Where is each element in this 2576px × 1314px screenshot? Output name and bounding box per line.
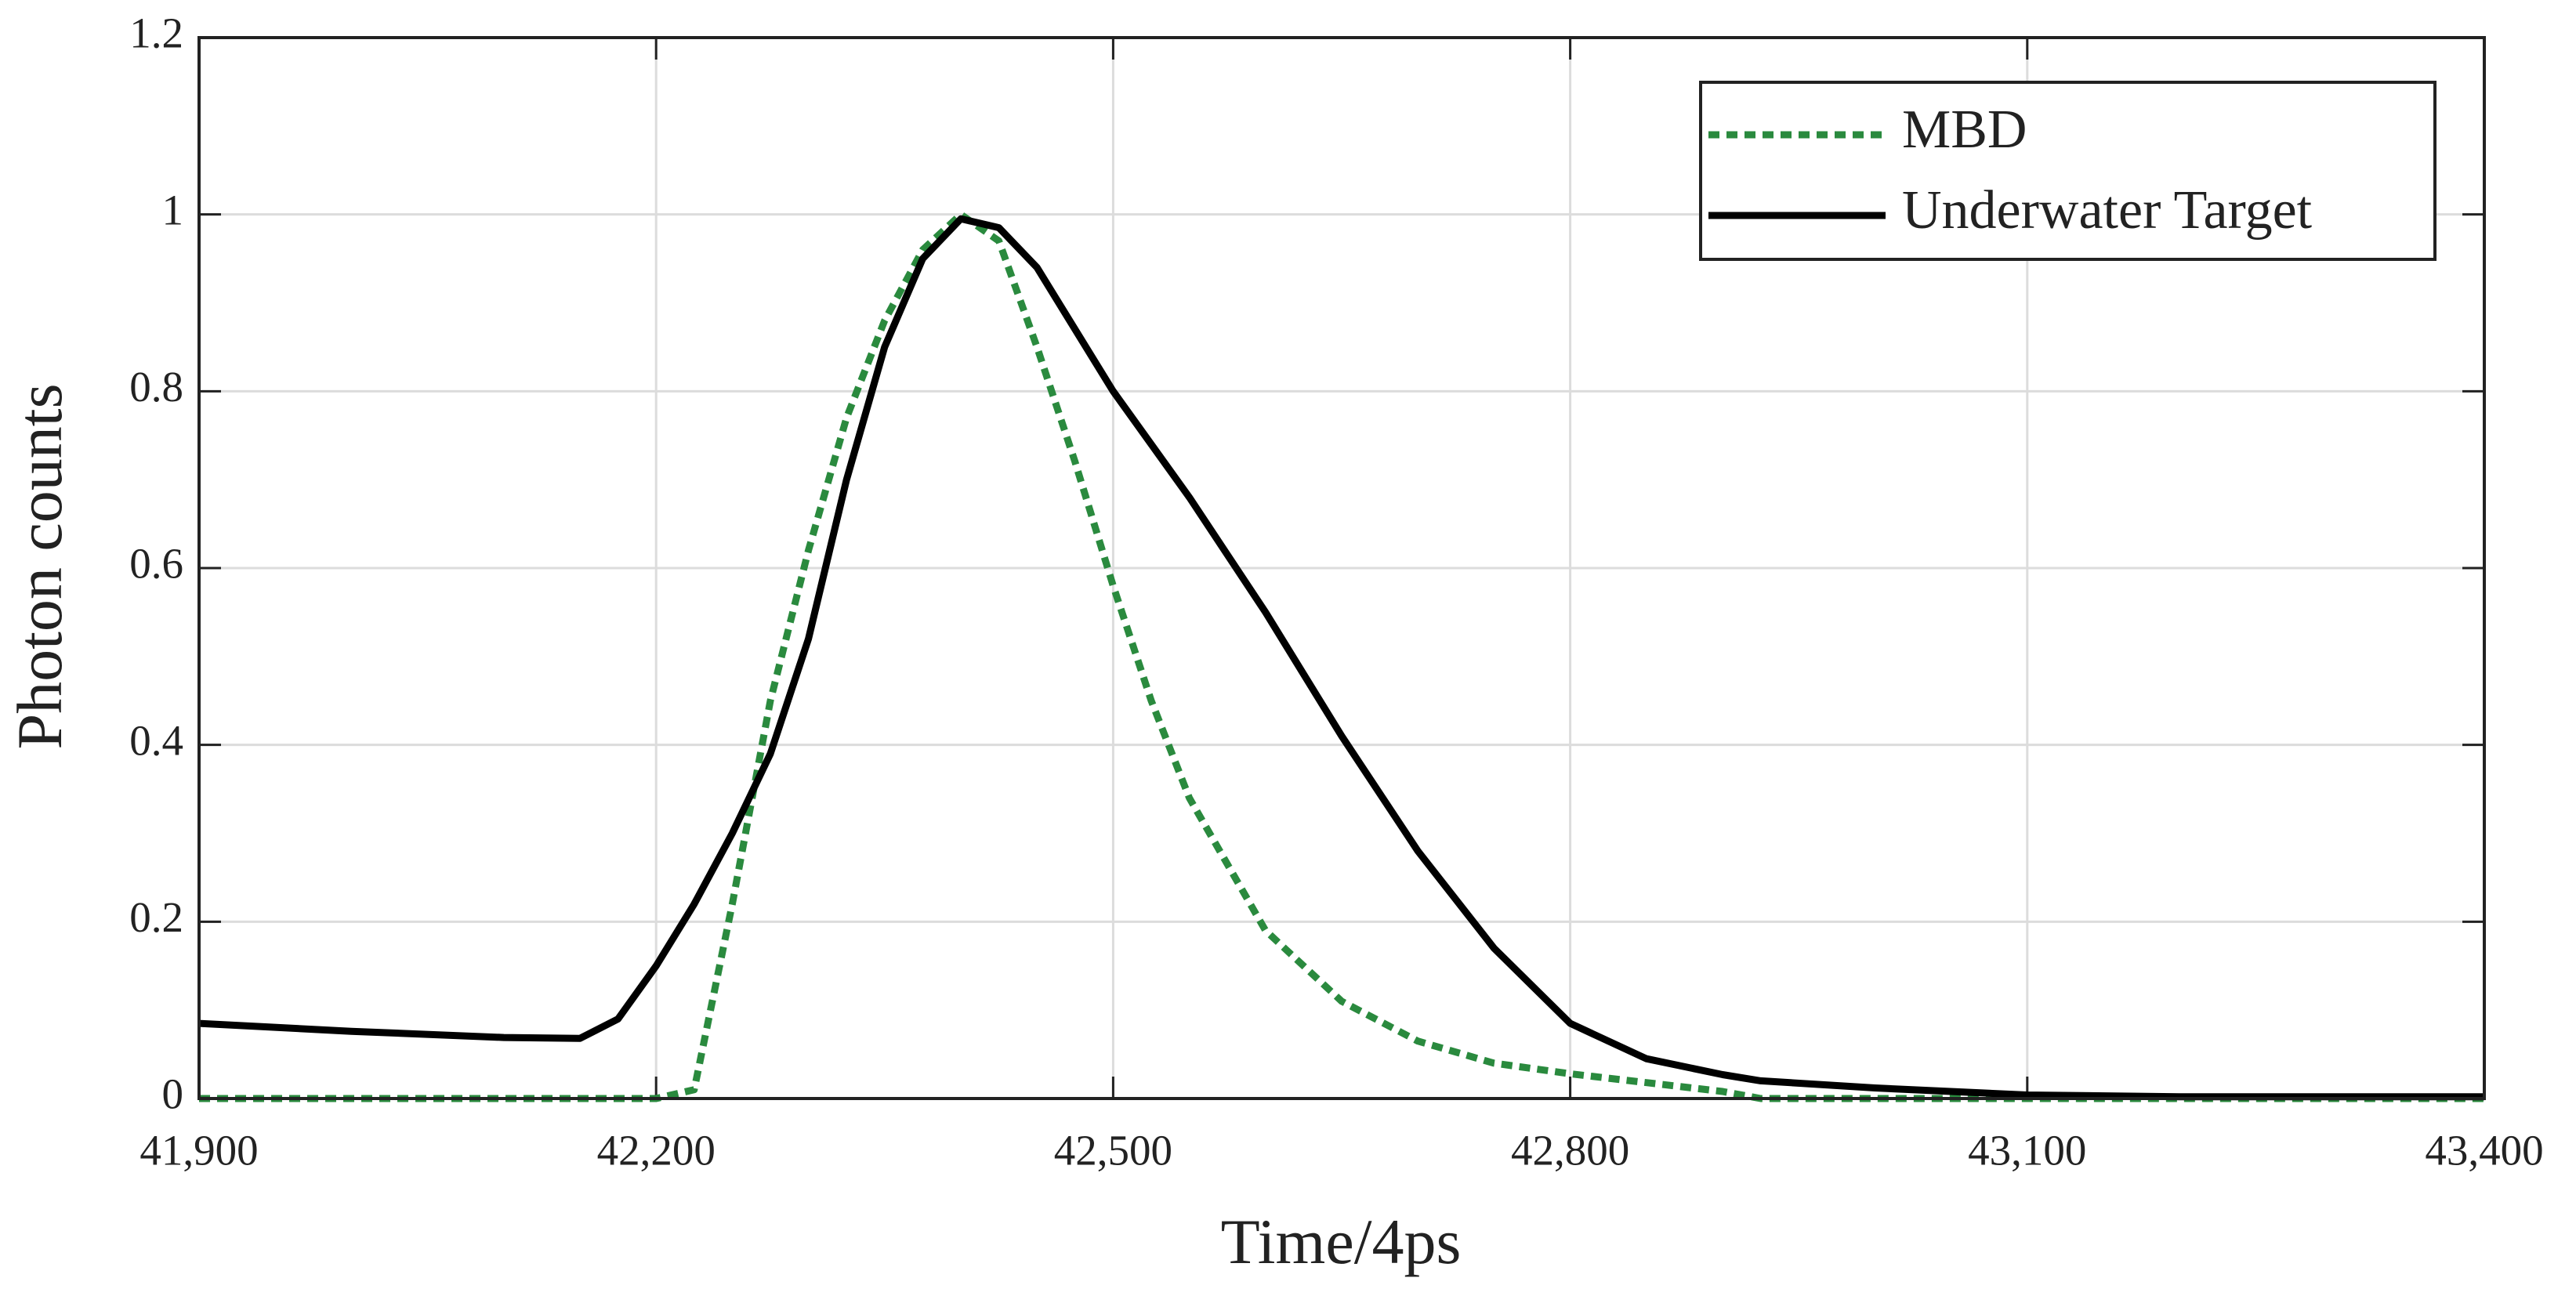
x-tick-label: 42,200	[597, 1127, 716, 1175]
y-tick-label: 0.8	[129, 363, 183, 411]
x-tick-label: 43,100	[1968, 1127, 2086, 1175]
series-line	[198, 215, 2484, 1101]
plot-frame	[197, 36, 2486, 1100]
y-tick-label: 0	[162, 1070, 184, 1118]
series-line	[199, 211, 2484, 1102]
x-axis-label: Time/4ps	[1221, 1206, 1462, 1277]
legend-box	[1699, 81, 2437, 261]
y-tick-label: 0.2	[129, 893, 183, 941]
y-tick-label: 0.6	[129, 540, 183, 588]
x-tick-label: 42,500	[1054, 1127, 1172, 1175]
x-tick-label: 43,400	[2425, 1127, 2543, 1175]
y-tick-label: 1	[162, 186, 184, 233]
legend-label: MBD	[1902, 100, 2027, 160]
y-tick-label: 1.2	[129, 9, 183, 57]
x-tick-label: 41,900	[139, 1127, 258, 1175]
y-axis-label: Photon counts	[4, 384, 75, 750]
x-tick-label: 42,800	[1511, 1127, 1629, 1175]
legend-label: Underwater Target	[1902, 180, 2313, 241]
y-tick-label: 0.4	[129, 716, 183, 764]
